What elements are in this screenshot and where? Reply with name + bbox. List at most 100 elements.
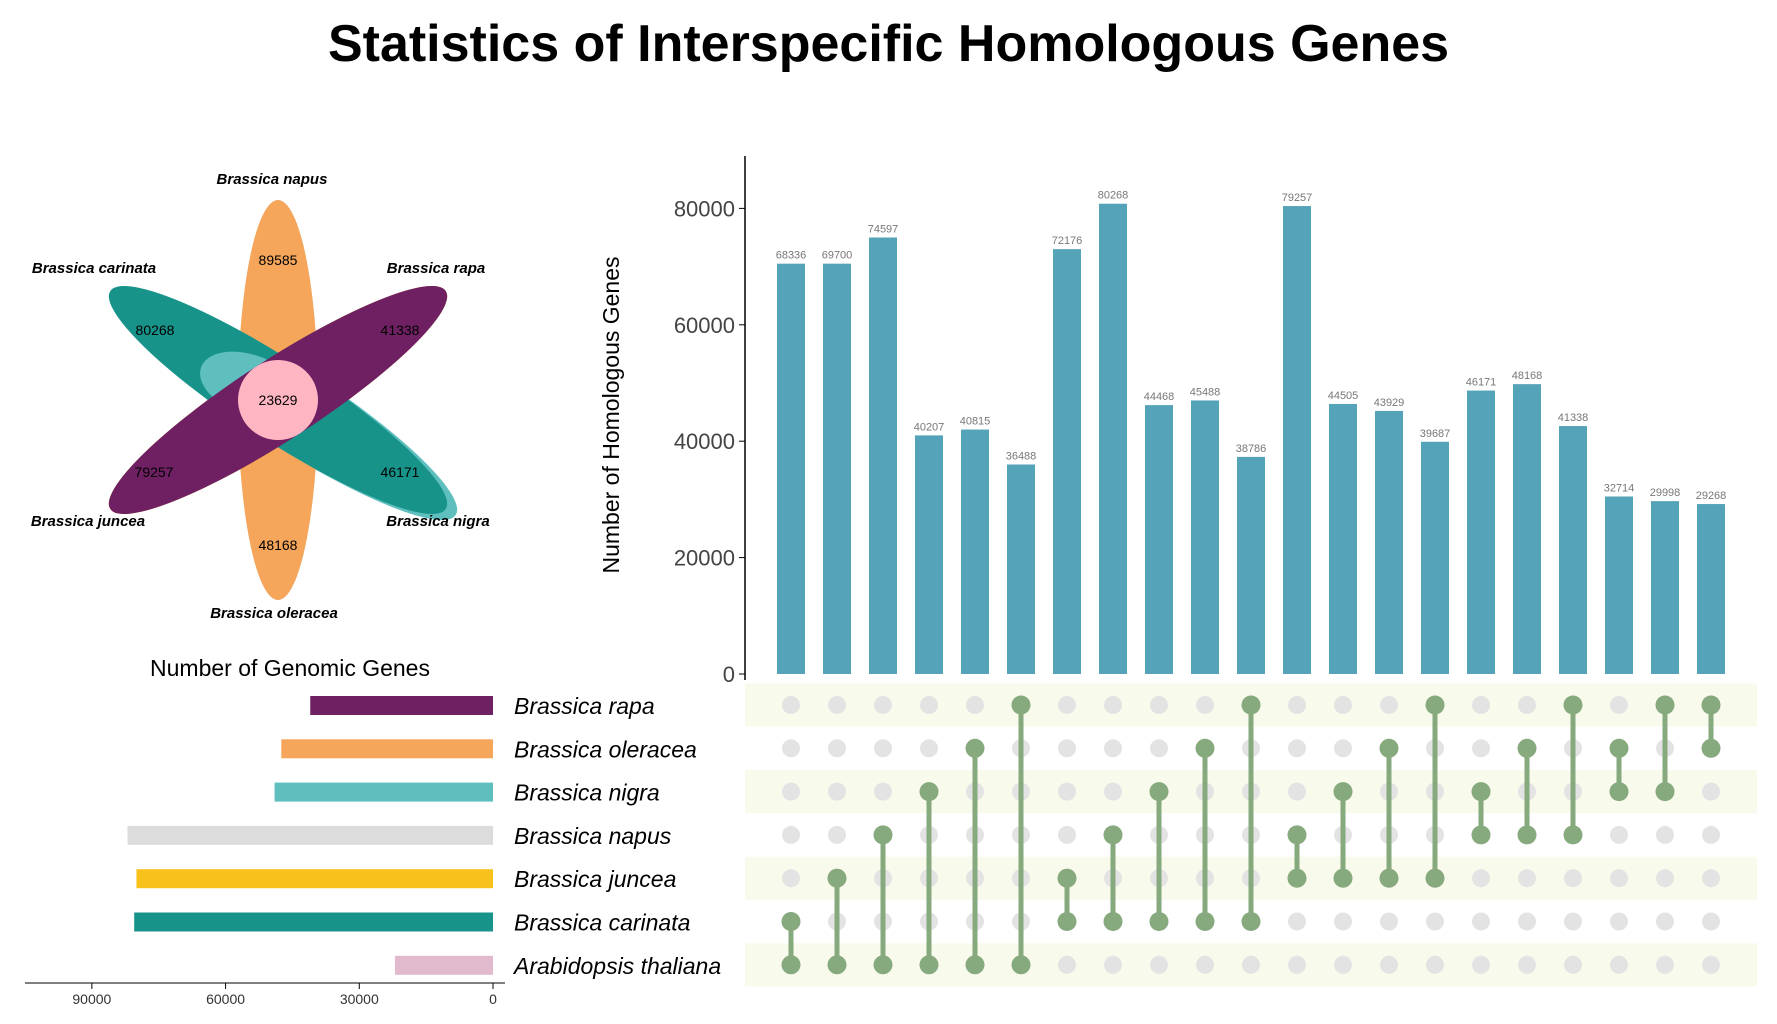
homologous-bar bbox=[869, 237, 897, 674]
homologous-bar bbox=[1421, 441, 1449, 674]
homologous-genes-bar-chart: 0 20000 40000 60000 80000 Number of Homologou… bbox=[598, 156, 1726, 687]
homologous-bar bbox=[1145, 405, 1173, 674]
matrix-dot-inactive bbox=[920, 696, 938, 714]
matrix-dot-active bbox=[1701, 695, 1721, 715]
homologous-bar bbox=[915, 435, 943, 674]
matrix-dot-inactive bbox=[874, 782, 892, 801]
matrix-dot-inactive bbox=[1380, 696, 1398, 714]
matrix-dot-inactive bbox=[966, 696, 984, 714]
homologous-bar bbox=[1697, 504, 1725, 674]
homologous-bar bbox=[1651, 501, 1679, 674]
homologous-bar-value: 43929 bbox=[1374, 397, 1405, 409]
matrix-dot-inactive bbox=[1058, 825, 1076, 844]
matrix-dot-inactive bbox=[1104, 739, 1122, 758]
petal-value-brassica-napus: 89585 bbox=[259, 252, 298, 268]
matrix-dot-active bbox=[1379, 868, 1399, 888]
homologous-bar-value: 72176 bbox=[1052, 235, 1083, 247]
homologous-y-tick-label: 60000 bbox=[674, 313, 735, 338]
matrix-dot-active bbox=[919, 782, 939, 802]
matrix-dot-active bbox=[1425, 868, 1445, 888]
matrix-dot-inactive bbox=[1518, 912, 1536, 931]
matrix-dot-inactive bbox=[1334, 739, 1352, 758]
matrix-dot-inactive bbox=[874, 739, 892, 758]
homologous-bar-value: 32714 bbox=[1604, 482, 1635, 494]
matrix-dot-active bbox=[1379, 738, 1399, 758]
matrix-dot-inactive bbox=[1104, 782, 1122, 801]
homologous-bar-value: 44505 bbox=[1328, 390, 1359, 402]
matrix-dot-inactive bbox=[1610, 955, 1628, 974]
homologous-bar-value: 79257 bbox=[1282, 192, 1313, 204]
matrix-dot-inactive bbox=[828, 825, 846, 844]
homologous-y-label: Number of Homologous Genes bbox=[598, 256, 624, 573]
matrix-dot-active bbox=[1425, 695, 1445, 715]
matrix-dot-inactive bbox=[1610, 869, 1628, 888]
homologous-bar bbox=[1513, 384, 1541, 674]
genomic-genes-bar-chart: Number of Genomic Genes Brassica rapa Bras… bbox=[25, 655, 721, 1007]
matrix-dot-inactive bbox=[1702, 955, 1720, 974]
matrix-dot-active bbox=[781, 955, 801, 975]
petal-value-brassica-carinata: 80268 bbox=[136, 322, 175, 338]
homologous-bar bbox=[1237, 456, 1265, 674]
homologous-bar-value: 46171 bbox=[1466, 377, 1497, 389]
matrix-dot-active bbox=[781, 912, 801, 931]
matrix-dot-inactive bbox=[1518, 696, 1536, 714]
venn-core bbox=[238, 360, 318, 440]
matrix-dot-inactive bbox=[1702, 825, 1720, 844]
matrix-dot-inactive bbox=[1564, 869, 1582, 888]
matrix-dot-inactive bbox=[1472, 912, 1490, 931]
matrix-dot-inactive bbox=[1702, 782, 1720, 801]
matrix-dot-inactive bbox=[1058, 955, 1076, 974]
matrix-dot-inactive bbox=[1426, 955, 1444, 974]
homologous-bar-value: 74597 bbox=[868, 223, 899, 235]
homologous-bar bbox=[777, 263, 805, 674]
matrix-dot-inactive bbox=[1380, 955, 1398, 974]
matrix-dot-inactive bbox=[1058, 782, 1076, 801]
homologous-bar bbox=[1191, 400, 1219, 674]
matrix-dot-active bbox=[1195, 912, 1215, 931]
matrix-dot-active bbox=[1517, 738, 1537, 758]
matrix-dot-active bbox=[1011, 955, 1031, 975]
matrix-dot-active bbox=[1333, 868, 1353, 888]
set-label-arabidopsis-thaliana: Arabidopsis thaliana bbox=[512, 953, 721, 979]
venn-flower: 23629 89585 Brassica napus 41338 Brassica ra… bbox=[31, 171, 490, 622]
matrix-dot-active bbox=[1609, 782, 1629, 802]
matrix-dot-inactive bbox=[1196, 696, 1214, 714]
homologous-bar-value: 29268 bbox=[1696, 490, 1727, 502]
matrix-dot-inactive bbox=[1196, 955, 1214, 974]
matrix-dot-inactive bbox=[1472, 869, 1490, 888]
homologous-bar-value: 40207 bbox=[914, 421, 945, 433]
homologous-bar bbox=[1375, 410, 1403, 674]
homologous-bar bbox=[823, 263, 851, 674]
genomic-genes-title: Number of Genomic Genes bbox=[150, 655, 430, 681]
matrix-dot-active bbox=[1563, 825, 1583, 845]
matrix-dot-inactive bbox=[782, 869, 800, 888]
genomic-bar-brassica-carinata bbox=[134, 912, 493, 932]
petal-value-brassica-juncea: 79257 bbox=[135, 464, 174, 480]
genomic-bar-brassica-rapa bbox=[310, 696, 493, 715]
matrix-dot-active bbox=[1287, 825, 1307, 845]
matrix-dot-inactive bbox=[1610, 696, 1628, 714]
matrix-dot-active bbox=[1563, 695, 1583, 715]
genomic-bar-brassica-oleracea bbox=[281, 739, 493, 759]
matrix-dot-inactive bbox=[782, 696, 800, 714]
matrix-dot-inactive bbox=[782, 739, 800, 758]
matrix-dot-inactive bbox=[1656, 869, 1674, 888]
homologous-bar bbox=[1007, 464, 1035, 674]
matrix-dot-active bbox=[1655, 782, 1675, 802]
homologous-bar-value: 69700 bbox=[822, 250, 853, 262]
matrix-dot-inactive bbox=[1058, 739, 1076, 758]
matrix-dot-active bbox=[1655, 695, 1675, 715]
set-label-brassica-napus: Brassica napus bbox=[514, 823, 672, 849]
matrix-dot-inactive bbox=[1426, 912, 1444, 931]
matrix-dot-active bbox=[827, 868, 847, 888]
matrix-dot-active bbox=[1011, 695, 1031, 715]
matrix-dot-inactive bbox=[1472, 955, 1490, 974]
matrix-dot-active bbox=[1149, 912, 1169, 931]
matrix-dot-inactive bbox=[1518, 955, 1536, 974]
genomic-bar-brassica-napus bbox=[127, 825, 493, 845]
set-label-brassica-nigra: Brassica nigra bbox=[514, 780, 660, 806]
petal-label-brassica-carinata: Brassica carinata bbox=[32, 260, 156, 277]
set-label-brassica-juncea: Brassica juncea bbox=[514, 866, 676, 892]
matrix-dot-inactive bbox=[1610, 912, 1628, 931]
